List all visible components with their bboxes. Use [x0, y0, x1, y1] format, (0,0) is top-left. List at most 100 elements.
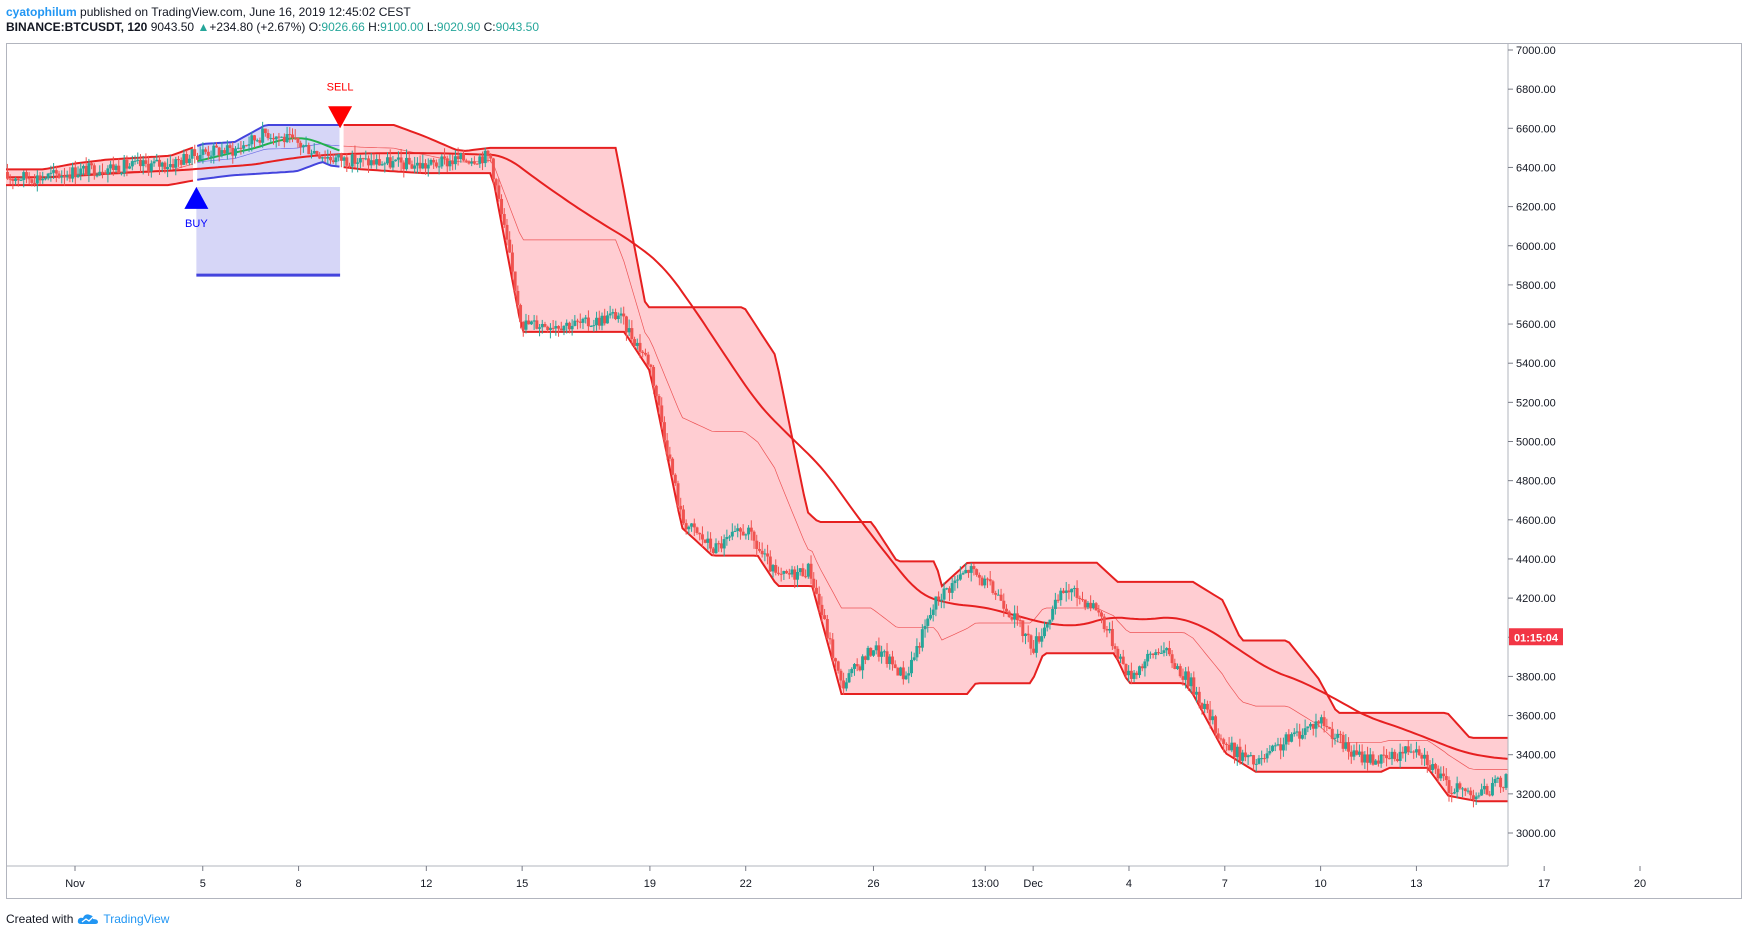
- candle-body: [57, 173, 61, 178]
- candle-body: [1646, 635, 1649, 637]
- candle-body: [1230, 742, 1234, 751]
- candle-body: [844, 682, 848, 689]
- candle-body: [1382, 754, 1386, 756]
- candle: [842, 672, 846, 695]
- candle: [174, 156, 178, 176]
- candle-body: [1143, 661, 1147, 669]
- candle-body: [1488, 794, 1492, 796]
- candle: [1330, 721, 1334, 748]
- candle-body: [138, 159, 142, 167]
- candle: [787, 568, 791, 579]
- candle-body: [1138, 666, 1142, 676]
- candle-body: [1423, 754, 1427, 759]
- candle-body: [939, 599, 943, 601]
- candle-body: [983, 578, 987, 586]
- candle: [1401, 746, 1405, 759]
- candle: [1124, 663, 1128, 679]
- signal-sell-1[interactable]: SELL: [327, 81, 354, 129]
- candle: [1243, 744, 1247, 762]
- candle: [1469, 787, 1473, 801]
- candle-body: [1371, 754, 1375, 765]
- price-tick-label: 3800.00: [1516, 671, 1556, 683]
- signal-buy-0[interactable]: BUY: [184, 186, 209, 230]
- candle-body: [779, 573, 783, 575]
- candle-body: [1477, 795, 1481, 797]
- candle-body: [483, 150, 487, 164]
- candle: [497, 178, 501, 202]
- candle: [961, 571, 965, 575]
- candle: [43, 176, 47, 181]
- candle-body: [396, 157, 400, 160]
- candle-body: [969, 566, 973, 573]
- candle: [828, 632, 832, 645]
- candle: [668, 446, 672, 462]
- candle-body: [633, 339, 637, 346]
- candle: [1246, 754, 1250, 765]
- candle: [1257, 755, 1261, 765]
- short-channel-2-fill: [343, 125, 1508, 802]
- candle: [1379, 754, 1383, 768]
- price-axis[interactable]: 7000.00 6800.00 6600.00 6400.00 6200.00 6000.…: [1508, 45, 1556, 840]
- time-axis[interactable]: Nov 5 8 12 15 19 22 26 13:00 Dec 4 7 10 13 17 20: [65, 866, 1646, 890]
- candle: [1233, 742, 1237, 764]
- candle-body: [1518, 762, 1521, 772]
- candle: [880, 645, 884, 664]
- candle-body: [353, 154, 357, 164]
- candle-body: [603, 315, 607, 324]
- candle: [641, 350, 645, 358]
- candle: [774, 559, 778, 576]
- tradingview-brand[interactable]: TradingView: [103, 912, 170, 926]
- candle: [1034, 627, 1038, 658]
- candle-body: [367, 158, 371, 166]
- candle-body: [60, 175, 64, 178]
- candle: [182, 149, 186, 166]
- candle-body: [1572, 677, 1575, 678]
- candle-body: [717, 543, 721, 545]
- candle-body: [348, 165, 352, 167]
- chart-frame[interactable]: [6, 43, 1742, 899]
- candle: [1425, 751, 1429, 773]
- candle: [671, 457, 675, 476]
- candle: [204, 147, 208, 155]
- candle-body: [1059, 590, 1063, 601]
- candle: [377, 153, 381, 166]
- candle-body: [136, 159, 140, 161]
- candle-body: [557, 326, 561, 329]
- countdown-label: 01:15:04: [1514, 632, 1559, 644]
- candle-body: [1004, 608, 1008, 612]
- candle-body: [502, 213, 506, 225]
- candle-body: [521, 321, 525, 330]
- price-tick-label: 4800.00: [1516, 476, 1556, 488]
- candle: [296, 137, 300, 148]
- candle-body: [1341, 734, 1345, 749]
- candle-body: [1564, 689, 1567, 691]
- signal-buy-2[interactable]: BUY: [1593, 754, 1617, 797]
- candle: [361, 157, 365, 167]
- short-channel-2-lower: [343, 166, 1508, 803]
- low-label: L:: [426, 20, 437, 34]
- candle-body: [217, 147, 221, 156]
- author-name[interactable]: cyatophilum: [6, 5, 77, 19]
- open-label: O:: [308, 20, 322, 34]
- candle: [209, 150, 213, 164]
- candle: [551, 319, 555, 332]
- plot-area[interactable]: BUY SELL BUY: [3, 81, 1678, 808]
- candle-body: [11, 179, 15, 181]
- candle: [318, 152, 322, 160]
- candle-body: [174, 159, 178, 168]
- candle: [562, 325, 566, 336]
- candle: [646, 351, 650, 367]
- price-tick-label: 4600.00: [1516, 515, 1556, 527]
- candle-body: [1493, 779, 1497, 784]
- candle: [1621, 659, 1624, 671]
- candle-body: [994, 592, 998, 595]
- candle: [1619, 655, 1622, 676]
- candle-body: [1287, 734, 1291, 742]
- candle: [337, 153, 341, 162]
- candle-body: [763, 553, 767, 555]
- candle-body: [1203, 703, 1207, 709]
- candle: [1510, 773, 1513, 786]
- candle: [1458, 781, 1462, 790]
- candle-body: [424, 163, 428, 169]
